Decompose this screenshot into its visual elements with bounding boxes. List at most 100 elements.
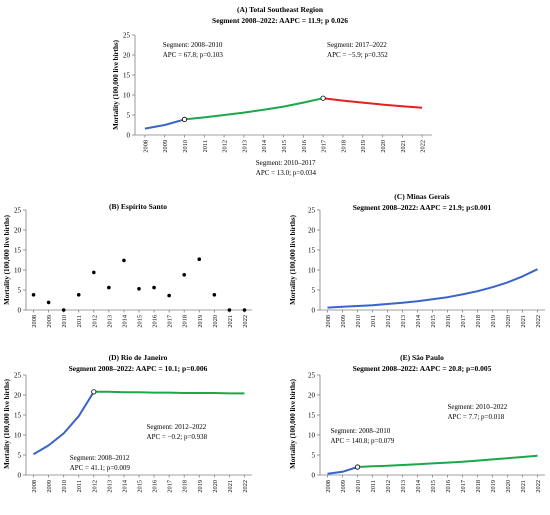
x-tick-label: 2010 [355,480,362,493]
blue-trend-line [144,118,185,130]
x-tick-label: 2014 [415,314,422,327]
segment-annotation: APC = −0.2; p=0.938 [147,433,208,441]
y-tick-label: 0 [312,472,316,480]
x-tick-label: 2019 [197,315,204,328]
x-tick-label: 2018 [340,140,347,153]
segment-annotation: APC = 67.8; p=0.103 [163,51,224,59]
chart-title: (B) Espírito Santo [109,202,167,211]
data-point [76,293,81,297]
red-trend-line [322,97,423,109]
data-point [167,293,171,298]
x-tick-label: 2020 [505,480,512,493]
y-tick-label: 10 [14,432,22,440]
data-point [212,293,217,297]
chart-subtitle: Segment 2008–2022: AAPC = 21.9; p≤0.001 [353,203,492,212]
y-tick-label: 15 [14,247,22,255]
data-point [137,287,141,291]
x-tick-label: 2018 [182,480,189,493]
blue-trend-line [327,466,358,475]
y-tick-label: 5 [18,452,22,460]
y-tick-label: 25 [123,32,131,40]
x-tick-label: 2013 [400,480,407,493]
x-tick-label: 2018 [475,480,482,493]
blue-trend-line [32,391,95,456]
segment-annotation: APC = 7.7; p=0.018 [448,413,505,421]
x-tick-label: 2021 [227,315,234,328]
x-tick-label: 2021 [520,480,527,493]
y-tick-label: 20 [14,227,22,235]
x-tick-label: 2019 [197,480,204,493]
blue-trend-line [327,268,538,309]
chart-subtitle: Segment 2008–2022: AAPC = 11.9; p 0.026 [212,16,348,25]
segment-annotation: Segment: 2017–2022 [327,41,387,49]
x-tick-label: 2009 [340,480,347,493]
x-tick-label: 2008 [325,315,332,328]
panel-a: (A) Total Southeast Region Segment 2008–… [112,5,432,177]
x-tick-label: 2009 [162,140,169,153]
y-tick-label: 10 [123,92,131,100]
y-axis-label: Mortality (100,000 live births) [289,378,297,468]
data-point [92,270,96,275]
joinpoint-marker [354,464,361,470]
x-tick-label: 2017 [321,140,328,153]
y-tick-label: 10 [308,432,316,440]
y-tick-label: 0 [18,472,22,480]
x-tick-label: 2017 [167,480,174,493]
chart-subtitle: Segment 2008–2022: AAPC = 10.1; p=0.006 [69,364,208,373]
x-tick-label: 2020 [505,315,512,328]
x-tick-label: 2011 [76,315,83,327]
x-tick-label: 2021 [400,140,407,153]
x-tick-label: 2022 [535,315,542,328]
y-tick-label: 5 [312,287,316,295]
x-tick-label: 2015 [430,315,437,328]
panel-b: (B) Espírito Santo Mortality (100,000 li… [3,202,252,328]
x-tick-label: 2012 [385,480,392,493]
joinpoint-marker [91,389,97,395]
x-tick-label: 2011 [76,480,83,492]
y-tick-label: 15 [308,412,316,420]
x-tick-label: 2016 [152,315,159,328]
x-tick-label: 2013 [400,315,407,328]
y-tick-label: 15 [14,412,22,420]
x-tick-label: 2022 [535,480,542,493]
x-tick-label: 2010 [61,315,68,328]
segment-annotation: APC = −5.9; p=0.352 [327,51,388,59]
x-tick-label: 2011 [202,140,209,152]
x-tick-label: 2015 [430,480,437,493]
panel-d: (D) Rio de Janeiro Segment 2008–2022: AA… [3,353,252,493]
x-tick-label: 2016 [301,140,308,153]
x-tick-label: 2014 [121,479,128,492]
x-tick-label: 2011 [370,315,377,327]
x-tick-label: 2010 [61,480,68,493]
x-tick-label: 2011 [370,480,377,492]
y-tick-label: 25 [14,372,22,380]
green-trend-line [357,454,538,468]
data-point [61,308,66,312]
x-tick-label: 2008 [31,315,38,328]
x-tick-label: 2014 [121,314,128,327]
y-tick-label: 20 [308,227,316,235]
y-tick-label: 25 [14,207,22,215]
y-axis-label: Mortality (100,000 live births) [3,214,11,304]
x-tick-label: 2018 [182,315,189,328]
y-tick-label: 15 [123,72,131,80]
joinpoint-marker [181,116,188,123]
x-tick-label: 2009 [46,315,53,328]
data-point [197,257,202,262]
x-tick-label: 2012 [222,140,229,153]
x-tick-label: 2008 [325,480,332,493]
x-tick-label: 2022 [242,480,249,493]
x-tick-label: 2013 [241,140,248,153]
x-tick-label: 2017 [460,480,467,493]
data-point [107,285,111,290]
x-tick-label: 2019 [490,315,497,328]
y-tick-label: 0 [18,307,22,315]
x-tick-label: 2012 [385,315,392,328]
chart-title: (C) Minas Gerais [394,192,449,201]
x-tick-label: 2013 [106,315,113,328]
y-tick-label: 10 [14,267,22,275]
data-point [227,308,232,312]
x-tick-label: 2019 [490,480,497,493]
x-tick-label: 2015 [281,140,288,153]
